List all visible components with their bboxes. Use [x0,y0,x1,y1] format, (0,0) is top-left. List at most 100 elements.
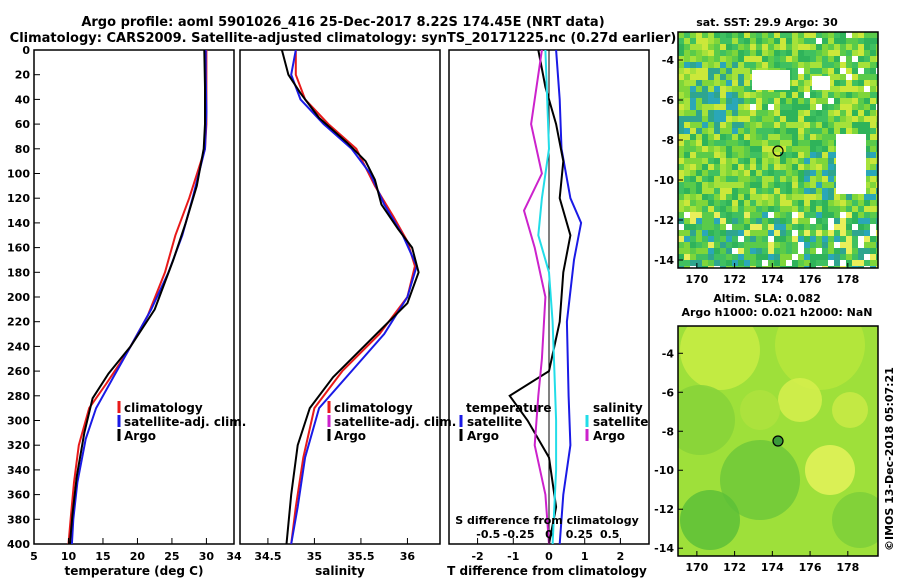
sst-cell [726,104,732,110]
sst-cell [720,128,726,134]
y-tick-label: 300 [7,415,30,428]
sst-cell [690,182,696,188]
sst-cell [738,164,744,170]
sst-cell [816,122,822,128]
sst-cell [834,50,840,56]
sst-cell [684,176,690,182]
sst-cell [792,50,798,56]
sst-cell [768,62,774,68]
sst-cell [768,188,774,194]
sst-cell [870,140,876,146]
sst-cell [738,200,744,206]
sst-cell [726,122,732,128]
sst-cell [696,188,702,194]
sst-cell [798,68,804,74]
sst-cell [876,152,878,158]
sst-cell [834,38,840,44]
sst-cell [762,182,768,188]
sst-cell [810,122,816,128]
lat-tick-label: -6 [662,386,675,399]
sst-cell [786,62,792,68]
lon-tick-label: 176 [799,273,822,286]
sst-cell [732,98,738,104]
sst-cell [702,32,708,38]
sst-cell [816,200,822,206]
sst-cell [786,170,792,176]
sst-cell [684,80,690,86]
sst-cell [750,176,756,182]
sst-cell [840,200,846,206]
sst-cell [834,74,840,80]
sst-cell [732,116,738,122]
sst-cell [684,38,690,44]
sst-cell [774,32,780,38]
sst-cell [726,170,732,176]
sst-cell [816,170,822,176]
sst-cell [804,224,810,230]
sst-cell [720,32,726,38]
sst-cell [870,164,876,170]
sst-cell [678,236,684,242]
sst-cell [744,80,750,86]
sst-cell [876,116,878,122]
sst-cell [798,146,804,152]
sst-cell [738,206,744,212]
sst-cell [780,248,786,254]
sst-cell [804,104,810,110]
sst-cell [870,74,876,80]
sst-cell [744,68,750,74]
sst-cell [678,164,684,170]
sst-cell [726,236,732,242]
sst-cell [816,182,822,188]
sst-cell [840,116,846,122]
y-tick-label: 340 [7,464,30,477]
sst-cell [810,236,816,242]
sst-cell [828,38,834,44]
sst-cell [792,224,798,230]
sst-cell [702,260,708,266]
legend-satellite: satellite-adj. clim. [124,415,246,429]
lon-tick-label: 176 [799,561,822,574]
sst-cell [792,164,798,170]
sst-cell [774,206,780,212]
sst-cell [858,74,864,80]
sst-cell [804,32,810,38]
sst-cell [750,170,756,176]
sst-cell [822,110,828,116]
sst-cell [792,254,798,260]
x-tick-label: 1 [581,550,589,563]
sst-cell [726,98,732,104]
sst-cell [732,50,738,56]
sst-cell [702,170,708,176]
sst-cell [702,146,708,152]
sst-cell [696,38,702,44]
sst-cell [792,122,798,128]
sst-cell [690,62,696,68]
sst-cell [786,32,792,38]
sst-cell [840,50,846,56]
sst-cell [810,158,816,164]
sst-cell [678,44,684,50]
sst-cell [678,158,684,164]
sst-cell [780,236,786,242]
sst-cell [678,116,684,122]
sst-cell [810,176,816,182]
sst-cell [714,182,720,188]
sla-blob [678,385,735,455]
salinity-xlabel: salinity [315,564,365,578]
sst-cell [864,80,870,86]
sst-cell [804,200,810,206]
sst-cell [876,92,878,98]
sst-cell [762,128,768,134]
sst-cell [744,74,750,80]
sst-cell [810,224,816,230]
sst-cell [702,56,708,62]
sla-blob [680,490,740,550]
sst-cell [786,236,792,242]
legend-s-argo: Argo [593,429,625,443]
sst-cell [696,194,702,200]
sst-cell [714,122,720,128]
sst-cell [684,194,690,200]
sst-cell [822,194,828,200]
sst-cell [756,236,762,242]
